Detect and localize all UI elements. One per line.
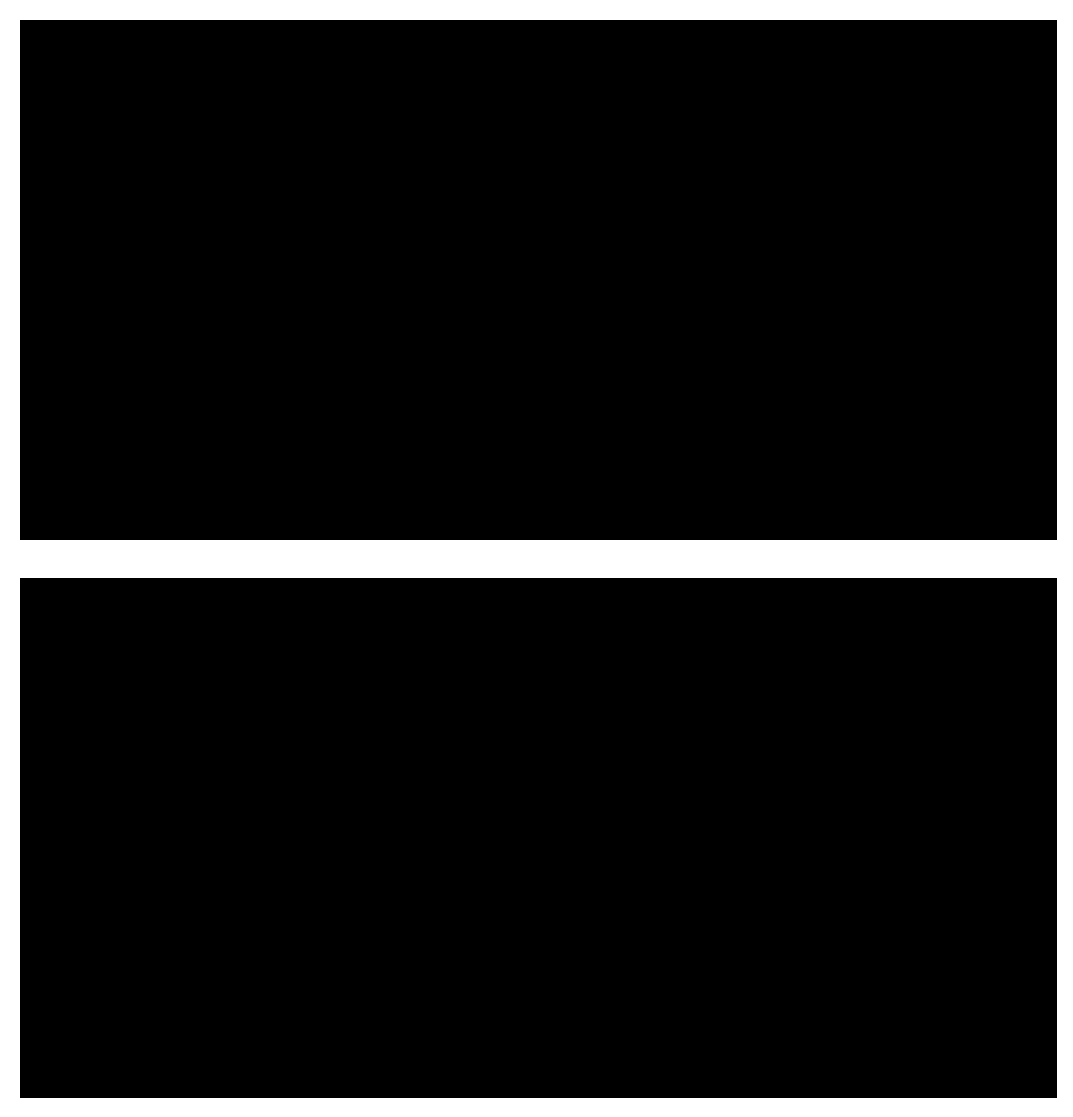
bottom-word-cloud <box>20 578 1057 1098</box>
top-word-cloud <box>20 20 1057 540</box>
